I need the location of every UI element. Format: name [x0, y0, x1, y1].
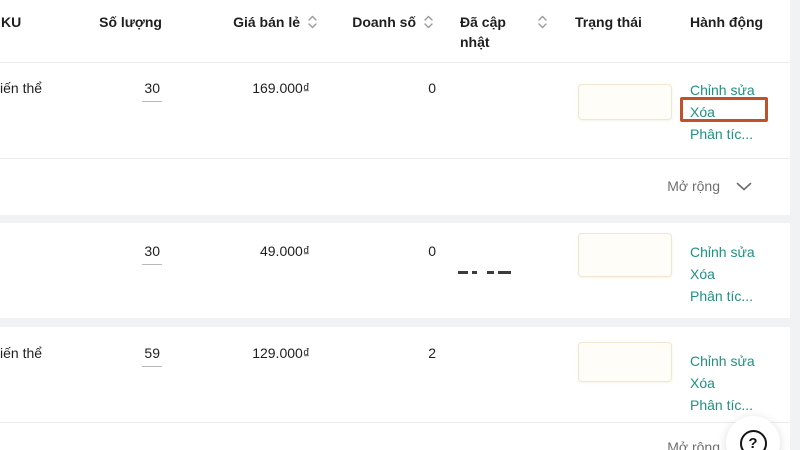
- edit-link[interactable]: Chỉnh sửa: [690, 244, 755, 260]
- column-header-quantity: Số lượng: [99, 14, 162, 30]
- row-sku-label: iến thể: [0, 80, 43, 96]
- column-header-status: Trạng thái: [575, 14, 642, 30]
- expand-label: Mở rộng: [667, 439, 720, 450]
- clipped-timestamp-fragment: [458, 271, 511, 274]
- quantity-editable-value[interactable]: 30: [142, 242, 162, 265]
- row-actions: Chỉnh sửa Xóa Phân tíc...: [690, 241, 755, 307]
- column-header-sales: Doanh số: [352, 14, 416, 30]
- row-actions: Chỉnh sửa Xóa Phân tíc...: [690, 350, 755, 416]
- status-toggle[interactable]: [578, 233, 672, 277]
- sort-icon[interactable]: [423, 14, 434, 30]
- sales-cell: 0: [428, 80, 436, 96]
- row-divider: [0, 158, 790, 159]
- price-cell: 169.000₫: [252, 80, 310, 96]
- quantity-cell: 30: [70, 242, 162, 265]
- quantity-editable-value[interactable]: 59: [142, 344, 162, 367]
- row-divider: [0, 422, 790, 423]
- edit-link[interactable]: Chỉnh sửa: [690, 82, 755, 98]
- section-separator: [0, 215, 800, 223]
- question-mark-icon: ?: [739, 429, 767, 450]
- chevron-down-icon: [736, 182, 752, 191]
- column-header-actions: Hành động: [690, 14, 764, 30]
- delete-link[interactable]: Xóa: [690, 266, 715, 282]
- column-header-sales-group: Doanh số: [300, 12, 434, 32]
- row-sku-label: iến thể: [0, 345, 43, 361]
- header-divider: [0, 62, 790, 63]
- column-header-price: Giá bán lẻ: [233, 14, 300, 30]
- section-separator: [0, 318, 800, 327]
- status-toggle[interactable]: [578, 342, 672, 382]
- sort-icon[interactable]: [307, 14, 318, 30]
- sales-cell: 0: [428, 243, 436, 259]
- analyze-link[interactable]: Phân tíc...: [690, 288, 754, 304]
- column-header-price-group: Giá bán lẻ: [180, 12, 318, 32]
- analyze-link[interactable]: Phân tíc...: [690, 126, 754, 142]
- quantity-cell: 59: [70, 344, 162, 367]
- quantity-cell: 30: [70, 79, 162, 102]
- sort-icon[interactable]: [537, 14, 548, 30]
- sales-cell: 2: [428, 345, 436, 361]
- price-cell: 49.000₫: [259, 243, 310, 259]
- expand-label: Mở rộng: [667, 178, 720, 194]
- column-header-updated: Đã cập nhật: [460, 14, 506, 50]
- column-header-sku: KU: [1, 14, 22, 30]
- analyze-link[interactable]: Phân tíc...: [690, 397, 754, 413]
- edit-link[interactable]: Chỉnh sửa: [690, 353, 755, 369]
- status-toggle[interactable]: [578, 84, 672, 120]
- row-actions: Chỉnh sửa Xóa Phân tíc...: [690, 79, 755, 145]
- expand-toggle[interactable]: Mở rộng: [620, 177, 752, 195]
- delete-link[interactable]: Xóa: [690, 104, 715, 120]
- quantity-editable-value[interactable]: 30: [142, 79, 162, 102]
- delete-link[interactable]: Xóa: [690, 375, 715, 391]
- delete-link-highlight-box: [680, 97, 768, 122]
- price-cell: 129.000₫: [252, 345, 310, 361]
